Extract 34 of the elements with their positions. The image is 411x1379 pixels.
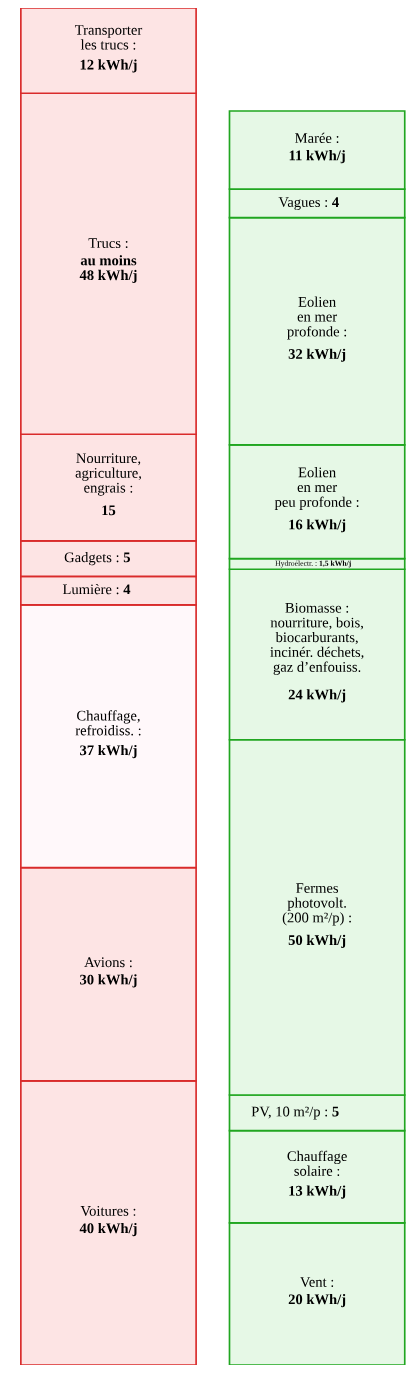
data-label: 4: [332, 197, 339, 207]
data-label: 32 kWh/j: [288, 348, 346, 362]
data-label: 12 kWh/j: [80, 59, 137, 73]
series-label: Transporter les trucs :: [74, 25, 143, 50]
data-label: 4: [123, 584, 131, 595]
data-label: 11 kWh/j: [289, 150, 345, 164]
series-label: Nourriture, agriculture, engrais :: [75, 453, 141, 496]
series-label: Marée :: [295, 132, 339, 144]
data-label: 5: [123, 552, 130, 563]
series-label: Biomasse : nourriture, bois, biocarburants, incinér. déchets, gaz d’enfouiss.: [270, 602, 364, 675]
data-label: 15: [102, 505, 116, 516]
series-label: Eolien en mer profonde :: [287, 296, 347, 340]
data-label: au moins 48 kWh/j: [79, 255, 137, 284]
series-label: Eolien en mer peu profonde :: [274, 467, 359, 510]
data-label: 20 kWh/j: [288, 1293, 346, 1308]
data-label: 30 kWh/j: [80, 974, 137, 988]
series-label: Avions :: [84, 957, 132, 968]
series-label: Chauffage, refroidiss. :: [75, 710, 141, 736]
data-label: 24 kWh/j: [288, 689, 346, 703]
data-label: 37 kWh/j: [80, 744, 137, 759]
series-label: Gadgets :: [64, 551, 119, 566]
data-label: 16 kWh/j: [289, 519, 346, 533]
series-label: Lumière :: [62, 583, 119, 595]
data-label: 50 kWh/j: [288, 934, 346, 948]
series-label: Voitures :: [80, 1206, 136, 1216]
series-label: Vent :: [300, 1277, 334, 1287]
series-label: Vagues :: [278, 197, 328, 210]
data-label: 40 kWh/j: [79, 1222, 137, 1237]
data-label: 5: [332, 1106, 339, 1117]
series-label: PV, 10 m²/p :: [251, 1106, 328, 1120]
series-label: Chauffage solaire :: [287, 1150, 347, 1176]
data-label: 13 kWh/j: [289, 1185, 346, 1199]
series-label: Trucs :: [88, 238, 128, 249]
series-label: Fermes photovolt. (200 m²/p) :: [282, 883, 351, 926]
